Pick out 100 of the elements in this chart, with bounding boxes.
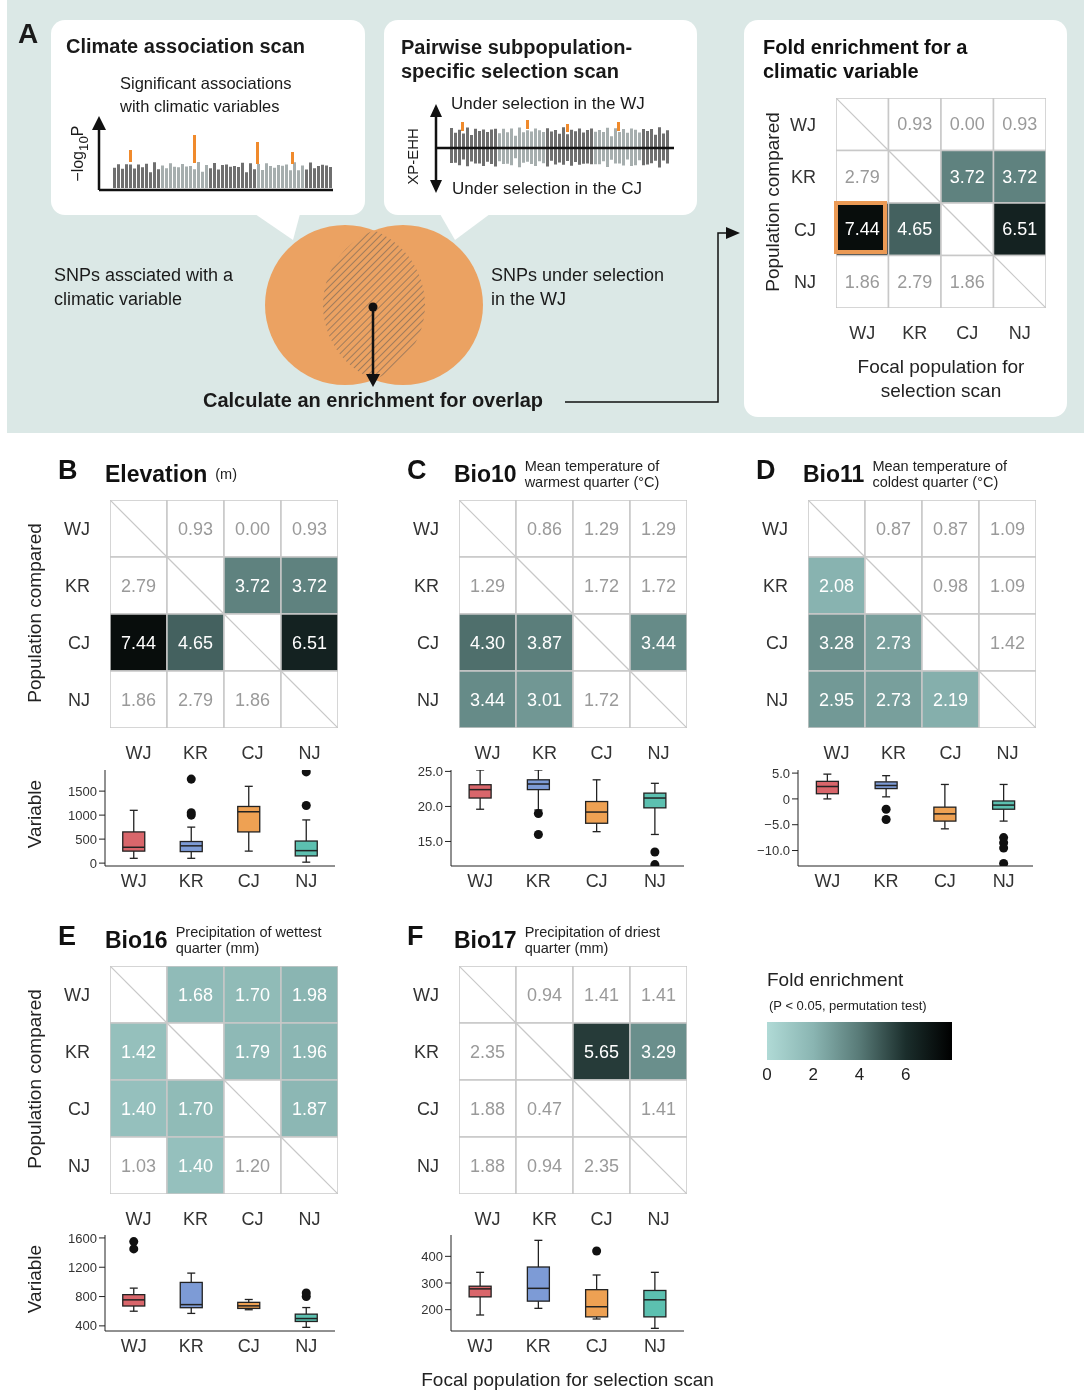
y-tick-label: 5.0 xyxy=(771,765,790,781)
x-tick-label: KR xyxy=(178,870,204,891)
text: 1.88 xyxy=(469,1098,506,1119)
data-label: 3.44 xyxy=(469,689,506,710)
x-tick-label: CJ xyxy=(237,1335,260,1356)
x-tick-label: KR xyxy=(178,1335,204,1356)
x-tick-label: NJ xyxy=(647,1208,670,1229)
x-tick-label: KR xyxy=(531,742,558,763)
y-tick-label: NJ xyxy=(766,689,788,710)
data-label: 2.08 xyxy=(818,575,855,596)
data-label: 4.65 xyxy=(177,632,214,653)
y-tick-label: CJ xyxy=(794,219,816,240)
x-tick-label: CJ xyxy=(939,742,962,763)
chart-subtitle: Mean temperature of coldest quarter (°C) xyxy=(872,458,1008,490)
y-tick-label: 1000 xyxy=(68,807,97,823)
chart-title: Bio11 xyxy=(803,460,865,488)
data-label: 4.65 xyxy=(897,219,933,240)
y-tick-label: 200 xyxy=(421,1302,443,1318)
y-tick-label: CJ xyxy=(417,1098,439,1119)
y-tick-label: 20.0 xyxy=(417,799,443,815)
data-label: 2.95 xyxy=(818,689,855,710)
text: 1.86 xyxy=(234,689,271,710)
text: 1.03 xyxy=(120,1155,157,1176)
y-tick-label: 300 xyxy=(421,1275,443,1291)
x-tick-label: WJ xyxy=(120,1335,147,1356)
x-axis-title: Focal population for selection scan xyxy=(420,1369,715,1391)
text: 0.93 xyxy=(291,518,328,539)
y-tick-label: 400 xyxy=(421,1248,443,1264)
text: F xyxy=(407,921,424,952)
x-tick-label: KR xyxy=(873,870,899,891)
text: 0.47 xyxy=(526,1098,563,1119)
text: 0.87 xyxy=(932,518,969,539)
data-label: 6.51 xyxy=(1002,219,1038,240)
text: SNPs under selection in the WJ xyxy=(491,264,666,311)
data-label: 1.68 xyxy=(177,984,214,1005)
text: 1.88 xyxy=(469,1155,506,1176)
text: XP-EHH xyxy=(403,127,421,187)
y-tick-label: 0 xyxy=(89,855,97,871)
y-tick-label: CJ xyxy=(766,632,788,653)
x-tick-label: WJ xyxy=(467,1335,494,1356)
data-label: 3.72 xyxy=(949,166,985,187)
y-tick-label: NJ xyxy=(417,1155,439,1176)
text: 0.86 xyxy=(526,518,563,539)
color-bar-label: 6 xyxy=(901,1065,911,1084)
x-tick-label: NJ xyxy=(647,742,670,763)
y-tick-label: 0 xyxy=(782,791,790,807)
x-tick-label: NJ xyxy=(992,870,1015,891)
x-tick-label: NJ xyxy=(996,742,1019,763)
data-label: 3.01 xyxy=(526,689,563,710)
data-label: 4.30 xyxy=(469,632,506,653)
chart-title: Bio17 xyxy=(454,926,517,954)
y-tick-label: NJ xyxy=(794,272,816,293)
x-tick-label: KR xyxy=(182,742,209,763)
y-tick-label: NJ xyxy=(68,689,90,710)
x-tick-label: CJ xyxy=(590,1208,613,1229)
data-label: 3.44 xyxy=(640,632,677,653)
y-tick-label: 1200 xyxy=(68,1259,97,1275)
x-tick-label: NJ xyxy=(1008,322,1031,343)
text: Under selection in the CJ xyxy=(452,179,642,199)
text: 1.41 xyxy=(640,984,677,1005)
x-tick-label: NJ xyxy=(643,870,666,891)
text: 2.35 xyxy=(469,1041,506,1062)
y-tick-label: WJ xyxy=(413,518,439,539)
text: 0.94 xyxy=(526,1155,563,1176)
y-axis-title: Population compared xyxy=(24,988,46,1171)
x-tick-label: CJ xyxy=(585,1335,608,1356)
text: 2.79 xyxy=(177,689,214,710)
data-label: 1.40 xyxy=(120,1098,157,1119)
y-tick-label: CJ xyxy=(68,632,90,653)
color-bar-title: Fold enrichment xyxy=(767,969,904,991)
x-tick-label: KR xyxy=(525,870,551,891)
chart-title: Elevation xyxy=(105,460,208,488)
x-tick-label: WJ xyxy=(125,742,152,763)
text: 0.98 xyxy=(932,575,969,596)
data-label: 2.73 xyxy=(875,632,912,653)
data-label: 1.42 xyxy=(120,1041,157,1062)
x-tick-label: WJ xyxy=(849,322,876,343)
text: Under selection in the WJ xyxy=(451,94,645,114)
text: (P < 0.05, permutation test) xyxy=(769,998,927,1013)
text: 2.35 xyxy=(583,1155,620,1176)
y-tick-label: NJ xyxy=(68,1155,90,1176)
data-label: 1.40 xyxy=(177,1155,214,1176)
x-tick-label: NJ xyxy=(298,1208,321,1229)
x-tick-label: NJ xyxy=(295,870,318,891)
text: 0.93 xyxy=(177,518,214,539)
text: 1.20 xyxy=(234,1155,271,1176)
data-label: 1.98 xyxy=(291,984,328,1005)
y-axis-title: Variable xyxy=(24,778,46,851)
text: Climate association scan xyxy=(66,35,305,58)
text: 1.41 xyxy=(583,984,620,1005)
text: 1.41 xyxy=(640,1098,677,1119)
chart-subtitle: Precipitation of wettest quarter (mm) xyxy=(175,924,323,956)
x-tick-label: NJ xyxy=(298,742,321,763)
data-label: 5.65 xyxy=(583,1041,620,1062)
y-tick-label: −10.0 xyxy=(757,843,790,859)
x-tick-label: KR xyxy=(182,1208,209,1229)
chart-subtitle: Mean temperature of warmest quarter (°C) xyxy=(524,458,661,490)
text: C xyxy=(407,455,427,486)
x-tick-label: KR xyxy=(525,1335,551,1356)
text: 1.42 xyxy=(989,632,1026,653)
